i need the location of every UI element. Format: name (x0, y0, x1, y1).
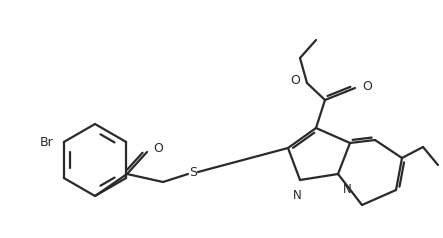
Text: N: N (293, 189, 301, 202)
Text: Br: Br (40, 135, 54, 149)
Text: O: O (153, 143, 163, 155)
Text: O: O (290, 74, 300, 86)
Text: S: S (189, 165, 197, 178)
Text: N: N (343, 183, 352, 196)
Text: O: O (362, 80, 372, 94)
